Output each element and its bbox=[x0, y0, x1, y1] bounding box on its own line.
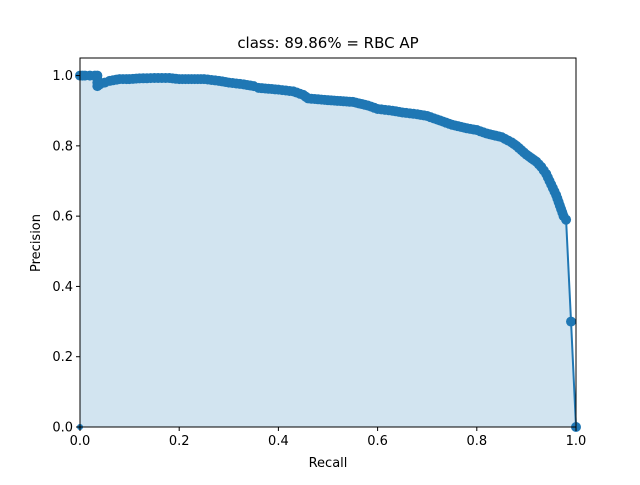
x-tick-label: 0.8 bbox=[466, 434, 487, 449]
axes-frame bbox=[79, 57, 577, 428]
data-point bbox=[566, 316, 577, 327]
y-tick-label: 1.0 bbox=[52, 69, 73, 84]
data-point-dense bbox=[160, 73, 171, 84]
y-tick-label: 0.8 bbox=[52, 139, 73, 154]
y-axis-label: Precision bbox=[29, 214, 44, 272]
y-tick-label: 0.2 bbox=[52, 350, 73, 365]
x-tick-label: 0.6 bbox=[367, 434, 388, 449]
x-axis-ticks: 0.0 0.2 0.4 0.6 0.8 1.0 bbox=[70, 427, 587, 449]
y-tick-label: 0.6 bbox=[52, 210, 73, 225]
y-tick-label: 0.4 bbox=[52, 280, 73, 295]
data-point-dense bbox=[145, 73, 156, 84]
chart-title: class: 89.86% = RBC AP bbox=[237, 34, 418, 52]
data-point-dense bbox=[92, 77, 103, 88]
data-point-dense bbox=[245, 80, 256, 91]
y-axis-ticks: 0.0 0.2 0.4 0.6 0.8 1.0 bbox=[52, 69, 80, 436]
plot-area bbox=[75, 70, 581, 432]
area-under-curve bbox=[80, 75, 576, 428]
x-tick-label: 1.0 bbox=[566, 434, 587, 449]
y-tick-label: 0.0 bbox=[52, 421, 73, 436]
x-tick-label: 0.0 bbox=[70, 434, 91, 449]
x-tick-label: 0.4 bbox=[268, 434, 289, 449]
data-point-dense bbox=[557, 207, 568, 218]
data-point-dense bbox=[131, 73, 142, 84]
x-axis-label: Recall bbox=[309, 456, 348, 471]
x-tick-label: 0.2 bbox=[169, 434, 190, 449]
